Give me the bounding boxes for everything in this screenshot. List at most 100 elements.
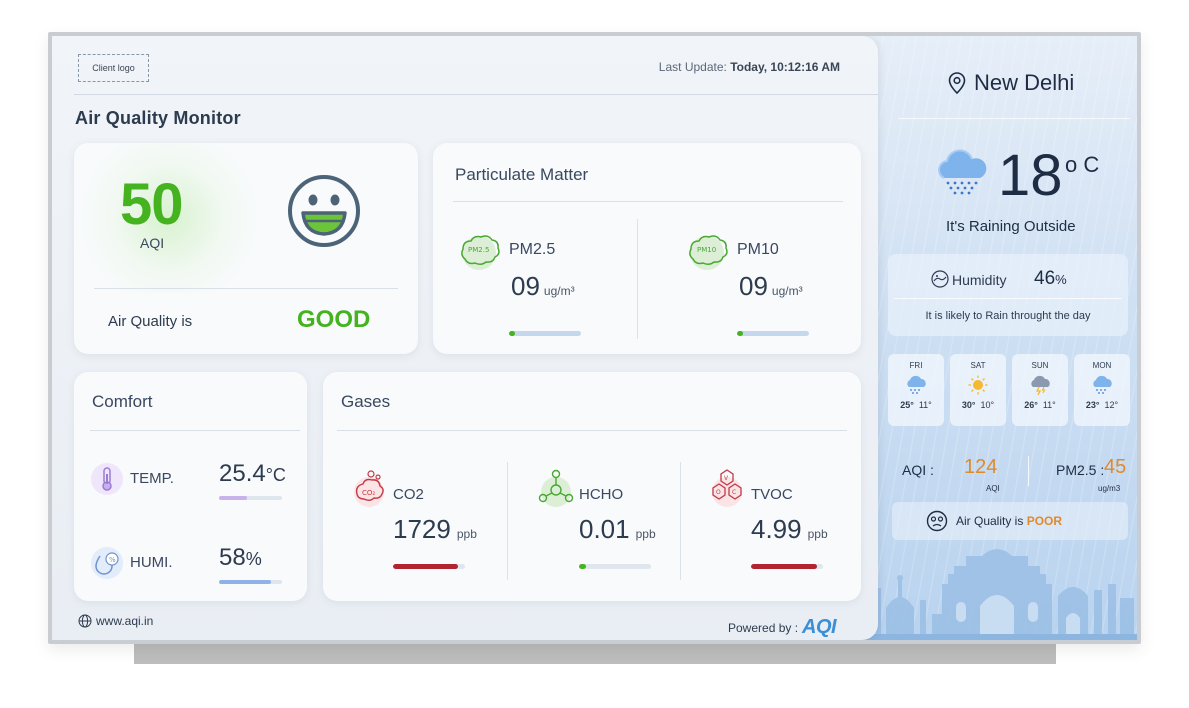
pm10-item: PM10 PM10 09 ug/m³ [683,231,873,341]
forecast-card-sun: SUN 26° 11° [1012,354,1068,426]
thermometer-icon [91,463,123,495]
weather-panel: New Delhi 18 o C It's Raining Outside [862,36,1137,640]
temperature-level-fill [219,496,248,500]
weather-humidity-unit: % [1055,272,1067,287]
outdoor-aqi-sub: AQI [986,484,1000,493]
website-link[interactable]: www.aqi.in [78,614,153,628]
weather-humidity-value: 46 [1034,268,1056,289]
powered-by: Powered by : AQI [728,616,837,639]
comfort-divider [90,430,300,431]
header-divider [74,94,878,95]
air-quality-status: GOOD [297,306,371,333]
aqi-value: 50 [120,172,184,237]
tvoc-item: V O C TVOC 4.99 ppb [709,468,869,578]
forecast-range: 30° 10° [950,400,1006,410]
humidity-label: HUMI. [130,554,173,571]
tvoc-value-wrap: 4.99 ppb [751,514,828,545]
forecast-card-mon: MON 23° 12° [1074,354,1130,426]
svg-text:CO₂: CO₂ [362,489,375,497]
outdoor-quality-text: Air Quality is POOR [956,514,1062,528]
rain-cloud-icon [938,149,987,195]
forecast-high: 23° [1085,400,1100,410]
forecast-day: SUN [1031,361,1049,370]
hcho-label: HCHO [579,486,624,503]
outdoor-pm-label: PM2.5 : [1056,462,1105,478]
comfort-card: Comfort TEMP. 25.4°C [74,372,307,601]
pm10-value: 09 [739,271,768,301]
temperature-unit: °C [265,465,286,485]
tvoc-unit: ppb [807,527,828,541]
tvoc-level-fill [751,564,818,569]
humidity-gauge-icon [931,270,949,288]
hcho-icon [538,469,574,507]
humidity-level-bar [219,580,282,584]
co2-value: 1729 [393,514,451,544]
tvoc-label: TVOC [751,486,793,503]
temperature-value: 25.4 [219,460,266,487]
hcho-value: 0.01 [579,514,630,544]
svg-text:O: O [716,489,721,496]
pm10-icon: PM10 [689,235,728,270]
globe-icon [78,614,92,628]
outdoor-aqi-value: 124 [964,456,998,478]
humidity-level-fill [219,580,271,584]
forecast-day: MON [1092,361,1112,370]
gases-divider [337,430,847,431]
rain-cloud-icon [907,375,926,394]
forecast-day: SAT [970,361,986,370]
tv-frame: Client logo Last Update: Today, 10:12:16… [48,32,1141,644]
pm25-icon: PM2.5 [461,235,500,270]
last-update-label: Last Update: [658,60,727,74]
svg-text:V: V [724,475,729,482]
co2-item: CO₂ CO2 1729 ppb [351,468,511,578]
pm10-value-wrap: 09 ug/m³ [739,271,803,302]
gases-title: Gases [341,392,391,411]
pm25-value-wrap: 09 ug/m³ [511,271,575,302]
storm-cloud-icon [1031,375,1050,395]
location-pin-icon [948,72,966,94]
weather-condition: It's Raining Outside [946,218,1076,235]
forecast-range: 23° 12° [1074,400,1130,410]
temperature-label: TEMP. [130,470,174,487]
co2-level-bar [393,564,465,569]
pm10-label: PM10 [737,241,779,258]
aqi-brand-logo: AQI [802,616,837,638]
temperature-level-bar [219,496,282,500]
humidity-divider [894,298,1122,299]
forecast-card-fri: FRI 25° 11° [888,354,944,426]
pm25-item: PM2.5 PM2.5 09 ug/m³ [455,231,645,341]
rain-cloud-icon [1093,375,1112,394]
page-title: Air Quality Monitor [75,108,241,128]
pm25-unit: ug/m³ [543,284,575,298]
forecast-card-sat: SAT 30° 10° [950,354,1006,426]
powered-by-label: Powered by : [728,620,799,635]
pm25-level-fill [509,331,515,336]
pm10-level-bar [737,331,809,336]
humidity-unit: % [245,549,262,569]
pm25-label: PM2.5 [509,241,556,258]
pm25-value: 09 [511,271,540,301]
forecast-range: 26° 11° [1012,400,1068,410]
co2-value-wrap: 1729 ppb [393,514,477,545]
tvoc-value: 4.99 [751,514,802,544]
website-text: www.aqi.in [96,614,154,628]
forecast-low: 12° [1104,400,1119,410]
sad-face-icon [926,510,948,532]
weather-humidity-value-wrap: 46% [1034,268,1067,290]
humidity-value-wrap: 58% [219,544,262,572]
forecast-high: 25° [900,400,914,410]
gas-column-divider [680,462,681,580]
co2-icon: CO₂ [354,470,384,507]
sun-icon [968,375,988,395]
pm10-level-fill [737,331,743,336]
air-quality-label: Air Quality is [108,313,193,330]
svg-text:C: C [732,489,736,496]
temperature-value-wrap: 25.4°C [219,460,286,488]
outdoor-divider [1028,456,1029,486]
tv-stand [134,644,1056,664]
city-name: New Delhi [974,70,1075,95]
last-update-value: Today, 10:12:16 AM [730,60,840,74]
hcho-item: HCHO 0.01 ppb [537,468,697,578]
comfort-title: Comfort [92,392,153,411]
tvoc-level-bar [751,564,823,569]
